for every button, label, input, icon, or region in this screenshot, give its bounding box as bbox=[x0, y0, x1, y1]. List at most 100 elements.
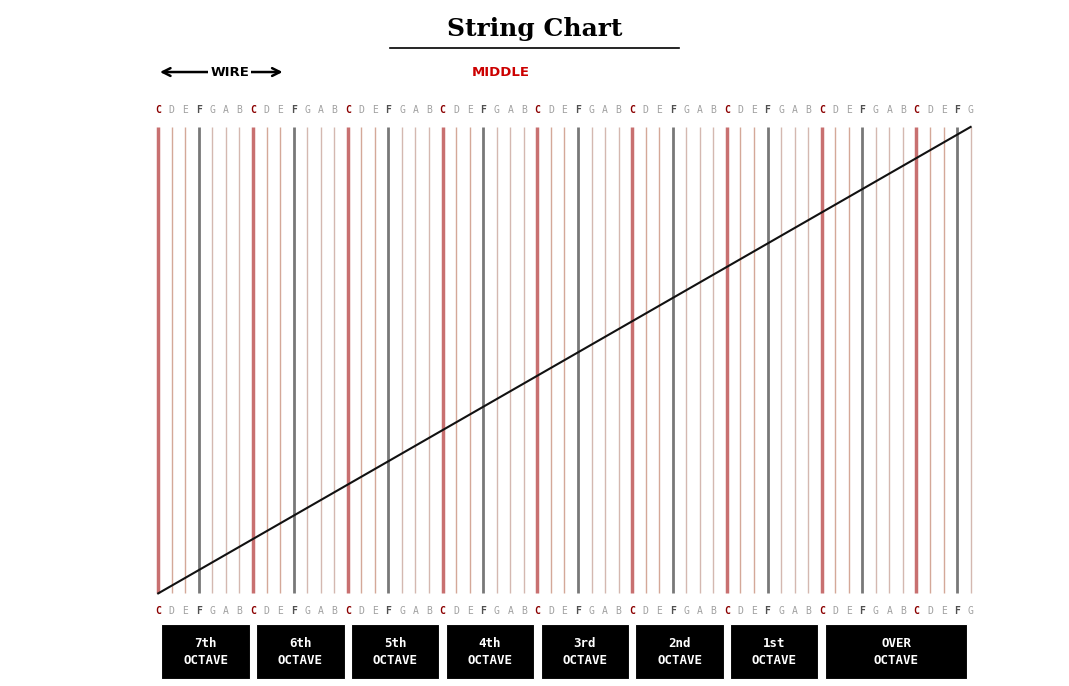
FancyBboxPatch shape bbox=[257, 624, 344, 679]
Text: C: C bbox=[819, 606, 824, 616]
Text: B: B bbox=[331, 606, 337, 616]
Text: D: D bbox=[833, 606, 838, 616]
Text: B: B bbox=[521, 606, 527, 616]
Text: C: C bbox=[534, 104, 540, 115]
Text: E: E bbox=[656, 606, 662, 616]
Text: E: E bbox=[752, 606, 757, 616]
Text: A: A bbox=[508, 606, 513, 616]
Text: B: B bbox=[236, 606, 243, 616]
Text: F: F bbox=[670, 606, 676, 616]
Text: C: C bbox=[250, 606, 255, 616]
Text: D: D bbox=[738, 606, 743, 616]
Text: A: A bbox=[223, 606, 229, 616]
Text: C: C bbox=[914, 606, 919, 616]
Text: E: E bbox=[277, 104, 283, 115]
Text: E: E bbox=[941, 606, 946, 616]
Text: E: E bbox=[561, 104, 568, 115]
Text: C: C bbox=[630, 104, 635, 115]
Text: E: E bbox=[656, 104, 662, 115]
Text: G: G bbox=[967, 104, 974, 115]
Text: D: D bbox=[642, 104, 649, 115]
Text: C: C bbox=[534, 606, 540, 616]
Text: A: A bbox=[886, 606, 893, 616]
Text: A: A bbox=[317, 606, 324, 616]
Text: D: D bbox=[927, 606, 933, 616]
Text: A: A bbox=[886, 104, 893, 115]
Text: E: E bbox=[372, 606, 377, 616]
Text: F: F bbox=[955, 104, 960, 115]
Text: G: G bbox=[305, 606, 310, 616]
Text: D: D bbox=[264, 606, 269, 616]
Text: D: D bbox=[738, 104, 743, 115]
Text: 2nd
OCTAVE: 2nd OCTAVE bbox=[657, 637, 702, 667]
Text: E: E bbox=[183, 606, 188, 616]
Text: D: D bbox=[358, 104, 365, 115]
Text: B: B bbox=[427, 606, 432, 616]
FancyBboxPatch shape bbox=[825, 624, 967, 679]
Text: C: C bbox=[819, 104, 824, 115]
Text: E: E bbox=[372, 104, 377, 115]
Text: D: D bbox=[169, 606, 174, 616]
Text: G: G bbox=[494, 606, 499, 616]
Text: C: C bbox=[630, 606, 635, 616]
Text: G: G bbox=[305, 104, 310, 115]
Text: B: B bbox=[616, 606, 621, 616]
Point bbox=[384, 44, 397, 52]
FancyBboxPatch shape bbox=[351, 624, 439, 679]
Text: F: F bbox=[291, 104, 296, 115]
Text: E: E bbox=[467, 606, 472, 616]
Text: F: F bbox=[764, 104, 771, 115]
Text: String Chart: String Chart bbox=[447, 17, 622, 41]
Text: A: A bbox=[317, 104, 324, 115]
Text: B: B bbox=[711, 104, 716, 115]
Text: D: D bbox=[548, 104, 554, 115]
Text: G: G bbox=[778, 606, 784, 616]
Text: A: A bbox=[413, 606, 418, 616]
Text: F: F bbox=[575, 104, 580, 115]
Text: MIDDLE: MIDDLE bbox=[471, 66, 529, 78]
Text: E: E bbox=[561, 606, 568, 616]
Text: F: F bbox=[480, 104, 486, 115]
Text: G: G bbox=[589, 104, 594, 115]
Text: D: D bbox=[548, 606, 554, 616]
Text: E: E bbox=[752, 104, 757, 115]
Text: F: F bbox=[859, 104, 865, 115]
Text: F: F bbox=[764, 606, 771, 616]
Text: D: D bbox=[169, 104, 174, 115]
Text: A: A bbox=[602, 104, 608, 115]
Text: A: A bbox=[697, 606, 702, 616]
Text: A: A bbox=[413, 104, 418, 115]
Text: B: B bbox=[427, 104, 432, 115]
Text: C: C bbox=[724, 606, 730, 616]
Text: B: B bbox=[805, 606, 811, 616]
Text: F: F bbox=[859, 606, 865, 616]
Text: G: G bbox=[967, 606, 974, 616]
Text: C: C bbox=[155, 606, 161, 616]
Text: 6th
OCTAVE: 6th OCTAVE bbox=[278, 637, 323, 667]
Text: C: C bbox=[439, 104, 446, 115]
Text: D: D bbox=[453, 606, 459, 616]
Text: WIRE: WIRE bbox=[211, 66, 249, 78]
Text: D: D bbox=[927, 104, 933, 115]
Text: A: A bbox=[792, 104, 797, 115]
Text: C: C bbox=[724, 104, 730, 115]
FancyBboxPatch shape bbox=[446, 624, 534, 679]
Text: E: E bbox=[846, 104, 852, 115]
Text: B: B bbox=[900, 606, 905, 616]
Text: 3rd
OCTAVE: 3rd OCTAVE bbox=[562, 637, 607, 667]
Text: 7th
OCTAVE: 7th OCTAVE bbox=[183, 637, 228, 667]
Text: C: C bbox=[250, 104, 255, 115]
Text: A: A bbox=[223, 104, 229, 115]
Text: B: B bbox=[616, 104, 621, 115]
Text: A: A bbox=[508, 104, 513, 115]
Text: OVER
OCTAVE: OVER OCTAVE bbox=[873, 637, 918, 667]
Text: F: F bbox=[291, 606, 296, 616]
Text: E: E bbox=[183, 104, 188, 115]
Text: B: B bbox=[711, 606, 716, 616]
Text: G: G bbox=[873, 606, 879, 616]
Text: G: G bbox=[210, 606, 215, 616]
Text: A: A bbox=[602, 606, 608, 616]
Text: G: G bbox=[873, 104, 879, 115]
Text: F: F bbox=[575, 606, 580, 616]
Text: C: C bbox=[345, 104, 351, 115]
